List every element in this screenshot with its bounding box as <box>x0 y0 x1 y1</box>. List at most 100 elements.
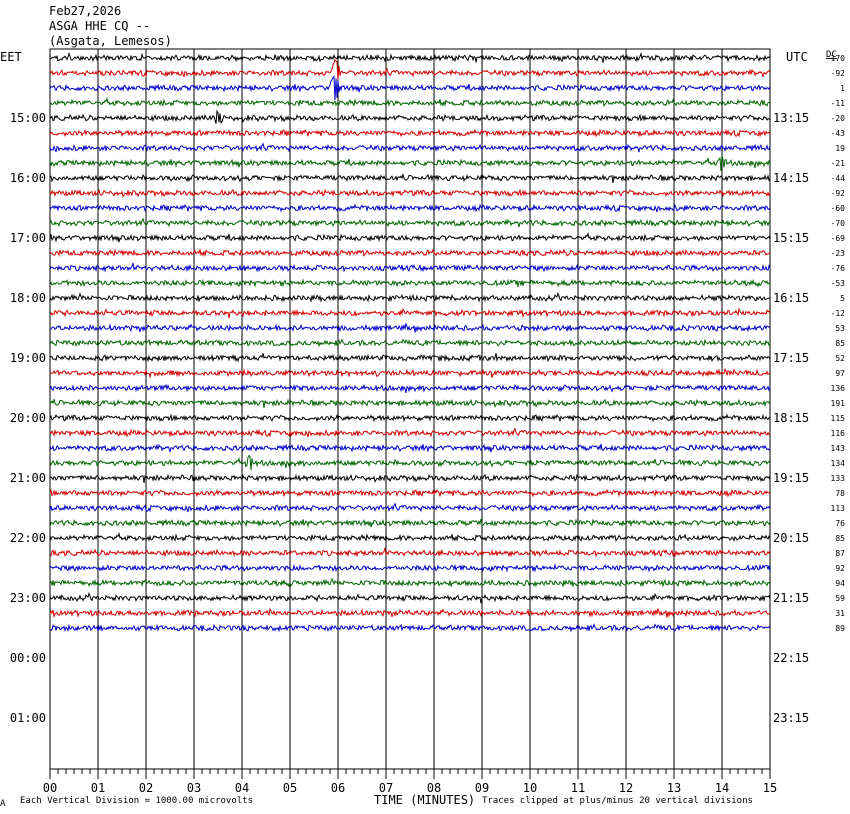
dc-label: DC <box>826 50 837 60</box>
seismic-trace <box>49 323 771 333</box>
x-tick-label: 06 <box>331 781 345 795</box>
seismic-trace <box>49 232 771 243</box>
seismic-trace <box>49 532 771 542</box>
seismic-trace <box>49 591 771 604</box>
right-tz-label: UTC <box>786 50 808 64</box>
seismic-trace <box>49 307 771 319</box>
left-hour-label: 21:00 <box>10 471 46 485</box>
dc-offset-label: -70 <box>831 219 846 228</box>
right-hour-label: 16:15 <box>773 291 809 305</box>
dc-offset-label: 143 <box>831 444 846 453</box>
dc-offset-label: -20 <box>831 114 846 123</box>
x-tick-label: 10 <box>523 781 537 795</box>
seismic-trace <box>49 443 771 453</box>
dc-offset-label: 94 <box>835 579 845 588</box>
right-hour-label: 18:15 <box>773 411 809 425</box>
dc-offset-label: 191 <box>831 399 846 408</box>
dc-offset-label: -23 <box>831 249 846 258</box>
dc-offset-label: 170 <box>831 54 846 63</box>
seismic-trace <box>49 427 771 438</box>
dc-offset-label: 5 <box>840 294 845 303</box>
seismic-trace <box>49 128 771 138</box>
dc-offset-label: -11 <box>831 99 846 108</box>
seismic-trace <box>49 338 771 348</box>
dc-offset-label: 113 <box>831 504 846 513</box>
dc-offset-label: -92 <box>831 189 846 198</box>
x-tick-label: 11 <box>571 781 585 795</box>
dc-offset-label: 115 <box>831 414 846 423</box>
x-tick-label: 01 <box>91 781 105 795</box>
dc-offset-label: 87 <box>835 549 845 558</box>
dc-offset-label: 31 <box>835 609 845 618</box>
dc-offset-label: 89 <box>835 624 845 633</box>
seismic-trace <box>49 563 771 573</box>
seismic-trace <box>49 518 771 528</box>
dc-offset-label: -69 <box>831 234 846 243</box>
seismic-trace <box>49 203 771 213</box>
location-label: (Asgata, Lemesos) <box>49 34 172 48</box>
dc-offset-label: 133 <box>831 474 846 483</box>
dc-offset-label: 19 <box>835 144 845 153</box>
right-hour-label: 17:15 <box>773 351 809 365</box>
seismic-trace <box>49 188 771 198</box>
dc-offset-label: 59 <box>835 594 845 603</box>
x-tick-label: 12 <box>619 781 633 795</box>
seismic-trace <box>49 109 771 124</box>
right-hour-label: 15:15 <box>773 231 809 245</box>
seismic-trace <box>49 353 771 363</box>
right-hour-label: 19:15 <box>773 471 809 485</box>
corner-mark: A <box>0 799 6 809</box>
seismic-trace <box>49 473 771 483</box>
right-hour-label: 20:15 <box>773 531 809 545</box>
dc-offset-label: 92 <box>835 564 845 573</box>
station-label: ASGA HHE CQ -- <box>49 19 151 33</box>
left-hour-label: 22:00 <box>10 531 46 545</box>
seismic-trace <box>49 502 771 513</box>
x-tick-label: 07 <box>379 781 393 795</box>
x-tick-label: 03 <box>187 781 201 795</box>
plot-frame <box>49 48 771 770</box>
dc-offset-label: -43 <box>831 129 846 138</box>
seismic-trace <box>49 623 771 633</box>
clip-note: Traces clipped at plus/minus 20 vertical… <box>482 796 753 806</box>
x-tick-label: 09 <box>475 781 489 795</box>
dc-offset-label: 136 <box>831 384 846 393</box>
seismic-trace <box>49 607 771 619</box>
dc-offset-label: 116 <box>831 429 846 438</box>
dc-offset-label: -12 <box>831 309 846 318</box>
seismic-trace <box>49 454 771 471</box>
scale-note: Each Vertical Division = 1000.00 microvo… <box>20 796 253 806</box>
seismic-trace <box>49 75 771 101</box>
dc-offset-label: -76 <box>831 264 846 273</box>
dc-offset-label: 52 <box>835 354 845 363</box>
left-hour-label: 20:00 <box>10 411 46 425</box>
left-hour-label: 19:00 <box>10 351 46 365</box>
right-hour-label: 21:15 <box>773 591 809 605</box>
dc-offset-label: 97 <box>835 369 845 378</box>
seismic-trace <box>49 547 771 558</box>
seismic-trace <box>49 154 771 171</box>
x-tick-label: 00 <box>43 781 57 795</box>
dc-offset-label: 53 <box>835 324 845 333</box>
dc-offset-label: 78 <box>835 489 845 498</box>
dc-offset-label: 1 <box>840 84 845 93</box>
dc-offset-label: 76 <box>835 519 845 528</box>
dc-offset-label: -53 <box>831 279 846 288</box>
dc-offset-label: 134 <box>831 459 846 468</box>
seismic-trace <box>49 248 771 258</box>
date-label: Feb27,2026 <box>49 4 122 18</box>
x-tick-label: 02 <box>139 781 153 795</box>
right-hour-label: 14:15 <box>773 171 809 185</box>
x-tick-label: 05 <box>283 781 297 795</box>
seismic-trace <box>49 142 771 153</box>
seismic-trace <box>49 383 771 394</box>
dc-offset-label: -44 <box>831 174 846 183</box>
dc-offset-label: -21 <box>831 159 846 168</box>
x-tick-label: 15 <box>763 781 777 795</box>
seismic-trace <box>49 398 771 408</box>
seismic-trace <box>49 217 771 228</box>
left-tz-label: EET <box>0 50 22 64</box>
seismic-trace <box>49 173 771 183</box>
left-hour-label: 15:00 <box>10 111 46 125</box>
left-hour-label: 23:00 <box>10 591 46 605</box>
